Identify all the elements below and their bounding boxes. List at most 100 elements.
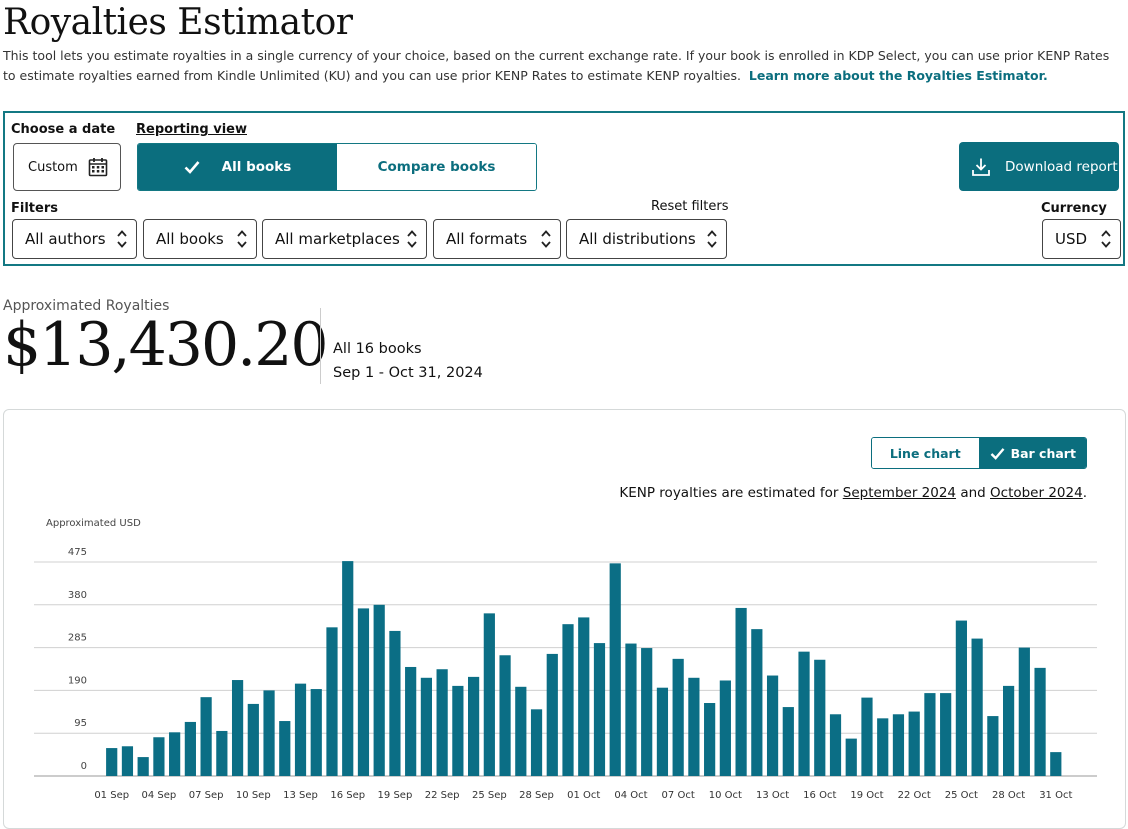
bar[interactable] [247,703,259,776]
bar[interactable] [1003,685,1015,776]
calendar-icon [88,158,108,177]
book-filter-value: All books [156,230,224,248]
bar[interactable] [955,620,967,776]
book-filter-select[interactable]: All books [143,219,257,259]
bar[interactable] [578,617,590,776]
chevron-updown-icon [1101,230,1111,248]
distribution-filter-value: All distributions [579,230,696,248]
bar[interactable] [798,651,810,776]
bar[interactable] [845,738,857,776]
bar[interactable] [814,659,826,776]
reset-filters-link[interactable]: Reset filters [651,199,729,214]
bar[interactable] [452,685,464,776]
x-tick-label: 16 Sep [330,790,365,801]
bar[interactable] [1034,667,1046,776]
bar[interactable] [1018,647,1030,776]
bar[interactable] [672,658,684,776]
bar[interactable] [420,677,432,776]
x-tick-label: 04 Oct [614,790,647,801]
bar[interactable] [1050,752,1062,776]
x-tick-label: 25 Oct [945,790,978,801]
bar[interactable] [688,677,700,776]
summary-divider [320,308,321,384]
all-books-option[interactable]: All books [138,144,337,190]
reporting-view-label[interactable]: Reporting view [136,122,247,137]
compare-books-option[interactable]: Compare books [337,144,536,190]
september-link[interactable]: September 2024 [842,485,957,501]
bar[interactable] [357,608,370,776]
bar[interactable] [216,730,228,776]
format-filter-value: All formats [446,230,528,248]
bar[interactable] [987,716,999,776]
bar[interactable] [499,655,511,776]
bar[interactable] [546,653,558,776]
bar[interactable] [735,607,747,776]
format-filter-select[interactable]: All formats [433,219,561,259]
bar[interactable] [121,746,134,776]
bar[interactable] [704,703,716,776]
bar[interactable] [279,721,291,776]
y-tick-label: 190 [68,675,87,686]
bar[interactable] [310,689,322,776]
bar[interactable] [593,643,606,776]
date-picker-button[interactable]: Custom [13,143,121,191]
x-tick-label: 10 Oct [709,790,742,801]
chevron-updown-icon [707,230,717,248]
bar[interactable] [515,686,527,776]
check-icon [184,161,200,174]
learn-more-link[interactable]: Learn more about the Royalties Estimator… [748,68,1048,83]
distribution-filter-select[interactable]: All distributions [566,219,727,259]
download-report-button[interactable]: Download report [959,142,1119,191]
bar[interactable] [169,732,181,776]
bar[interactable] [908,711,920,776]
y-axis-label: Approximated USD [46,518,141,529]
bar[interactable] [656,687,669,776]
bar[interactable] [405,666,417,776]
author-filter-select[interactable]: All authors [12,219,137,259]
bar[interactable] [530,709,543,776]
x-tick-label: 28 Sep [519,790,554,801]
bar[interactable] [719,680,731,776]
bar[interactable] [294,683,307,776]
bar[interactable] [436,669,448,776]
bar[interactable] [766,675,779,776]
bar[interactable] [877,718,889,776]
bar[interactable] [751,629,763,776]
bar[interactable] [200,697,212,776]
bar[interactable] [861,697,873,776]
bar[interactable] [184,721,196,776]
october-link[interactable]: October 2024 [990,485,1083,501]
bar[interactable] [971,638,983,776]
bar[interactable] [829,714,842,776]
filters-label: Filters [11,201,58,216]
bar[interactable] [231,680,244,776]
line-chart-option[interactable]: Line chart [872,438,980,468]
bar[interactable] [782,707,794,776]
bar[interactable] [468,676,480,776]
bar[interactable] [892,714,905,776]
choose-date-label: Choose a date [11,122,116,137]
page-title: Royalties Estimator [3,2,353,43]
bar[interactable] [940,693,952,776]
line-chart-label: Line chart [889,445,961,461]
bar[interactable] [924,693,936,776]
bar[interactable] [641,648,653,776]
bar-chart-option[interactable]: Bar chart [979,438,1086,468]
bar[interactable] [373,604,385,776]
reporting-view-toggle: All books Compare books [137,143,537,191]
bar[interactable] [483,613,495,776]
bar[interactable] [389,630,401,776]
x-tick-label: 04 Sep [142,790,177,801]
bar[interactable] [562,624,574,776]
bar[interactable] [263,690,275,776]
marketplace-filter-select[interactable]: All marketplaces [262,219,427,259]
royalties-amount: $13,430.20 [3,310,329,380]
bar[interactable] [609,563,621,776]
bar[interactable] [625,643,637,776]
bar[interactable] [342,561,354,776]
bar[interactable] [326,627,338,776]
bar[interactable] [153,737,165,776]
bar[interactable] [106,748,118,776]
currency-select[interactable]: USD [1042,219,1121,259]
bar[interactable] [137,757,149,776]
